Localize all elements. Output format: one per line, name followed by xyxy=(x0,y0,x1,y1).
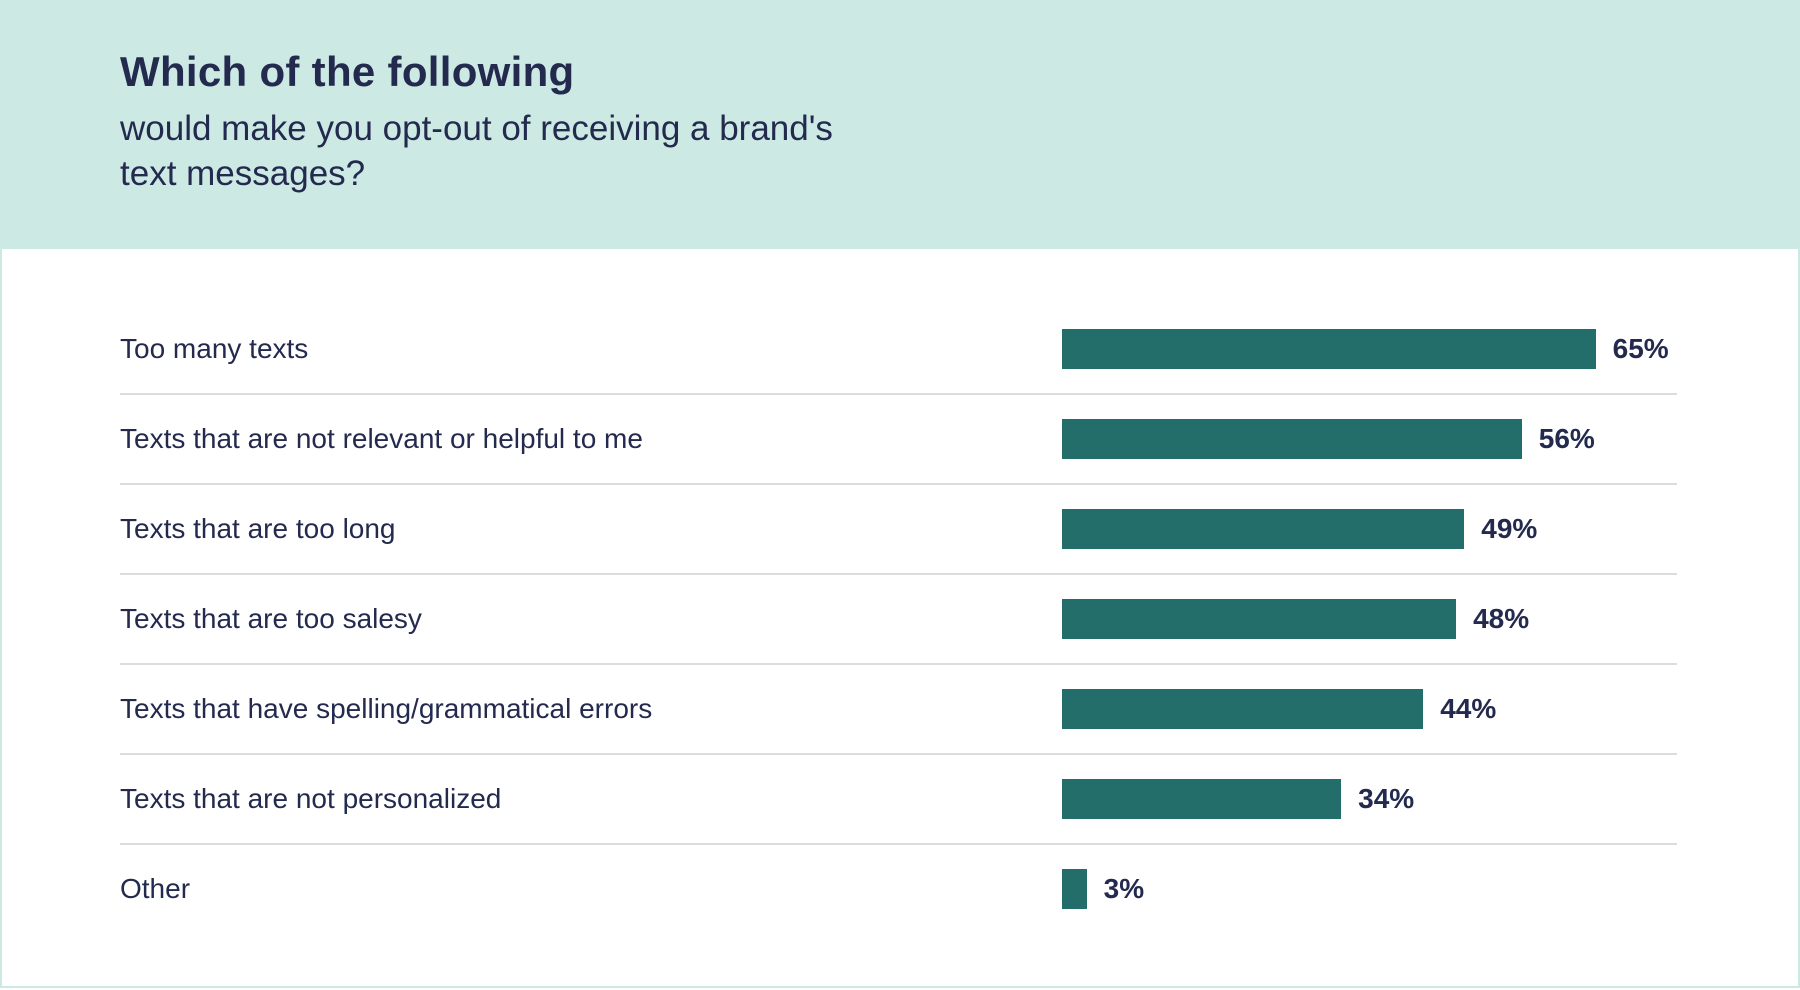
row-divider xyxy=(120,753,1677,755)
bar xyxy=(1062,869,1087,909)
bar-row: Too many texts 65% xyxy=(120,304,1677,395)
bar xyxy=(1062,689,1424,729)
value-label: 48% xyxy=(1473,603,1530,634)
value-label: 44% xyxy=(1440,693,1497,724)
category-label: Texts that have spelling/grammatical err… xyxy=(120,693,653,724)
category-label: Texts that are not relevant or helpful t… xyxy=(120,423,643,454)
bar-row: Texts that are not personalized 34% xyxy=(120,754,1677,845)
bar xyxy=(1062,329,1596,369)
bar-row: Texts that are not relevant or helpful t… xyxy=(120,394,1677,485)
bar-row: Texts that have spelling/grammatical err… xyxy=(120,664,1677,755)
category-label: Texts that are too salesy xyxy=(120,603,422,634)
row-divider xyxy=(120,843,1677,845)
value-label: 56% xyxy=(1538,423,1595,454)
value-label: 3% xyxy=(1103,873,1145,904)
row-divider xyxy=(120,483,1677,485)
chart-title: Which of the following xyxy=(120,48,575,95)
bar xyxy=(1062,599,1457,639)
bar xyxy=(1062,419,1522,459)
value-label: 34% xyxy=(1358,783,1415,814)
category-label: Too many texts xyxy=(120,333,309,364)
row-divider xyxy=(120,393,1677,395)
value-label: 65% xyxy=(1612,333,1669,364)
category-label: Texts that are too long xyxy=(120,513,396,544)
value-label: 49% xyxy=(1481,513,1538,544)
category-label: Texts that are not personalized xyxy=(120,783,502,814)
bar-row: Texts that are too long 49% xyxy=(120,484,1677,575)
bar-row: Texts that are too salesy 48% xyxy=(120,574,1677,665)
row-divider xyxy=(120,573,1677,575)
header: Which of the following would make you op… xyxy=(0,0,1800,249)
chart-subtitle: would make you opt-out of receiving a br… xyxy=(120,109,833,193)
bar-row: Other 3% xyxy=(120,844,1677,934)
bar xyxy=(1062,509,1465,549)
row-divider xyxy=(120,663,1677,665)
bar xyxy=(1062,779,1342,819)
category-label: Other xyxy=(120,873,191,904)
